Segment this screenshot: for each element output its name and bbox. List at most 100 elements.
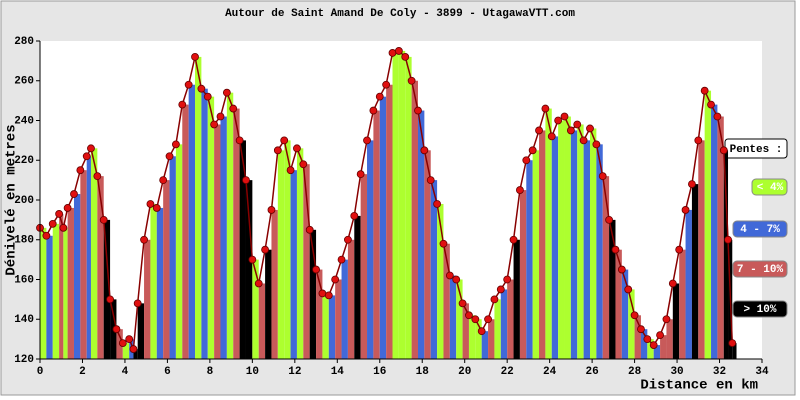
legend-label: > 10% [743, 304, 776, 316]
slope-bar [169, 156, 176, 359]
slope-bar [239, 140, 246, 359]
slope-bar [704, 90, 712, 359]
slope-bar [628, 289, 635, 359]
slope-bar [545, 108, 552, 359]
slope-bar [577, 124, 584, 359]
slope-bar [519, 190, 527, 359]
profile-point [471, 315, 480, 324]
profile-point [305, 225, 314, 234]
slope-bar [360, 174, 368, 359]
profile-point [554, 116, 563, 125]
slope-bar [63, 227, 68, 359]
slope-bar [717, 116, 724, 360]
profile-point [573, 120, 582, 129]
slope-bar [494, 299, 501, 359]
slope-bar [271, 209, 278, 359]
profile-point [350, 211, 359, 220]
slope-bar [284, 140, 291, 359]
profile-point [605, 215, 614, 224]
slope-bar [226, 92, 234, 360]
slope-bar [417, 110, 425, 359]
slope-bar [316, 269, 323, 359]
x-tick-label: 30 [670, 366, 683, 378]
profile-point [248, 255, 257, 264]
slope-bar [86, 156, 91, 359]
slope-bar [207, 96, 215, 360]
x-tick-label: 16 [373, 366, 386, 378]
profile-point [439, 239, 448, 248]
profile-point [133, 299, 142, 308]
profile-point [363, 136, 371, 145]
slope-bar [564, 116, 571, 360]
slope-bar [133, 349, 138, 359]
profile-point [59, 223, 68, 232]
slope-bar [290, 170, 297, 359]
slope-bar [347, 239, 355, 359]
profile-point [286, 166, 295, 175]
slope-bar [137, 303, 145, 359]
profile-point [414, 106, 422, 115]
y-tick-label: 200 [14, 195, 34, 207]
profile-point [541, 104, 550, 113]
slope-bar [672, 283, 680, 359]
profile-point [331, 275, 340, 284]
profile-point [93, 172, 102, 181]
slope-bar [405, 56, 412, 360]
profile-point [356, 170, 365, 179]
y-tick-label: 220 [14, 155, 34, 167]
profile-point [129, 345, 138, 353]
slope-bar [437, 203, 444, 359]
slope-bar [296, 148, 304, 359]
profile-point [611, 245, 620, 254]
profile-point [458, 299, 467, 308]
profile-point [560, 112, 569, 121]
slope-bar [122, 343, 130, 359]
x-tick-label: 14 [331, 366, 345, 378]
slope-bar [335, 279, 342, 359]
profile-point [178, 100, 187, 109]
profile-point [503, 275, 512, 284]
profile-point [254, 279, 263, 288]
profile-point [490, 295, 499, 304]
profile-point [484, 315, 492, 324]
slope-bar [609, 219, 616, 359]
slope-bar [570, 130, 578, 359]
slope-bar [411, 80, 418, 359]
profile-point [140, 235, 148, 244]
slope-bar [732, 343, 737, 359]
slope-bar [653, 345, 661, 359]
x-axis-label: Distance en km [640, 378, 758, 394]
slope-bar [379, 96, 387, 360]
slope-bar [214, 124, 221, 359]
slope-bar [526, 160, 533, 359]
legend-swatch [751, 178, 788, 196]
chart-title: Autour de Saint Amand De Coly - 3899 - U… [225, 8, 575, 20]
slope-bar [596, 144, 603, 359]
slope-bar [303, 164, 310, 359]
slope-bar [500, 289, 508, 359]
profile-point [592, 140, 601, 149]
profile-point [216, 112, 225, 121]
profile-point [617, 265, 626, 274]
y-tick-label: 280 [14, 36, 34, 48]
profile-point [273, 146, 282, 155]
slope-bar [475, 319, 482, 359]
profile-point [535, 126, 543, 135]
slope-bar [685, 209, 692, 359]
profile-point [242, 176, 250, 185]
profile-point [99, 215, 108, 224]
slope-bar [150, 203, 157, 359]
profile-point [48, 219, 57, 228]
slope-bar [698, 140, 705, 359]
slope-bar [220, 116, 227, 360]
legend-swatch [732, 220, 788, 238]
y-tick-label: 260 [14, 76, 34, 88]
profile-point [344, 235, 352, 244]
profile-point [382, 80, 391, 89]
profile-point [477, 327, 486, 336]
slope-bar [468, 315, 476, 359]
profile-point [707, 100, 715, 109]
profile-point [465, 311, 473, 320]
slope-bar [265, 249, 272, 359]
profile-point [55, 210, 64, 218]
